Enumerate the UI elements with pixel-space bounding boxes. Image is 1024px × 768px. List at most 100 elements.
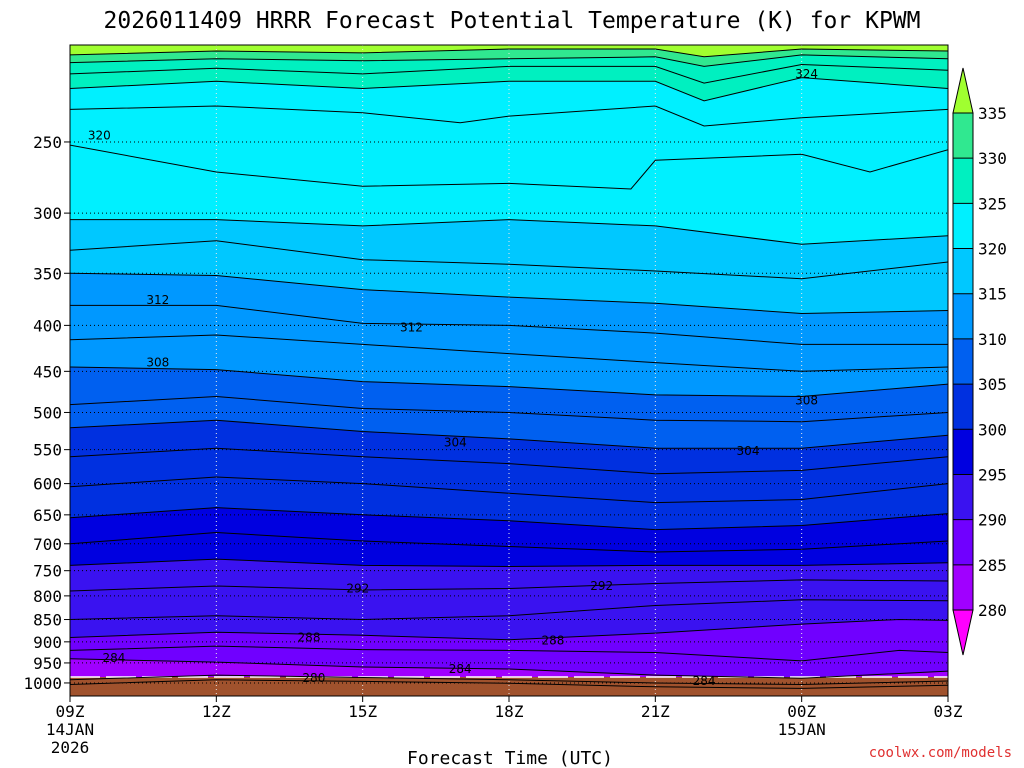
y-tick-label-900: 900: [33, 633, 62, 652]
y-tick-label-600: 600: [33, 475, 62, 494]
colorbar-seg-320: [953, 203, 973, 249]
band-304: [70, 420, 948, 474]
isentrope-310: [70, 334, 948, 372]
x-tick-label-09Z: 09Z: [56, 702, 85, 721]
contour-label-324-0: 324: [795, 67, 818, 81]
colorbar-label-285: 285: [978, 556, 1007, 575]
band-314: [70, 273, 948, 345]
colorbar-label-315: 315: [978, 285, 1007, 304]
contour-labels: 324 320 312 312 308 308 304 304 292 292 288 288 284 2…: [88, 67, 818, 688]
colorbar-seg-285: [953, 519, 973, 565]
colorbar-label-320: 320: [978, 240, 1007, 259]
colorbar-label-305: 305: [978, 375, 1007, 394]
contour-label-292-9: 292: [590, 579, 613, 593]
isentrope-320: [70, 144, 948, 190]
isentrope-284: [70, 658, 948, 679]
y-tick-label-500: 500: [33, 403, 62, 422]
y-tick-label-1000: 1000: [23, 674, 62, 693]
y-tick-label-300: 300: [33, 204, 62, 223]
isentrope-318: [70, 219, 948, 245]
band-292: [70, 579, 948, 620]
contour-lines: [70, 48, 948, 689]
colorbar-label-295: 295: [978, 465, 1007, 484]
contour-label-308-5: 308: [795, 394, 818, 408]
isentrope-280: [70, 679, 948, 689]
y-tick-label-650: 650: [33, 506, 62, 525]
y-tick-label-450: 450: [33, 362, 62, 381]
contour-label-312-3: 312: [400, 320, 423, 334]
y-axis: 250 300 350 400 450 500 550 600 650 700 750 800 850 9…: [23, 133, 70, 693]
colorbar-seg-305: [953, 338, 973, 385]
contour-label-292-8: 292: [346, 581, 369, 595]
colorbar-seg-280: [953, 564, 973, 610]
ground: [70, 677, 948, 696]
isentrope-298: [70, 507, 948, 531]
isentrope-296: [70, 531, 948, 553]
band-322: [70, 106, 948, 189]
y-tick-label-750: 750: [33, 562, 62, 581]
x-tick-label-18Z: 18Z: [495, 702, 524, 721]
isentrope-312: [70, 304, 948, 345]
contour-label-304-6: 304: [444, 435, 467, 449]
contour-label-284-12: 284: [102, 651, 125, 665]
credit-link[interactable]: coolwx.com/models: [869, 745, 1012, 761]
y-tick-label-700: 700: [33, 535, 62, 554]
colorbar-label-280: 280: [978, 601, 1007, 620]
isentrope-304: [70, 419, 948, 449]
colorbar-label-310: 310: [978, 330, 1007, 349]
y-tick-label-550: 550: [33, 441, 62, 460]
grid-lines: [70, 45, 948, 696]
isentrope-314: [70, 272, 948, 315]
isentrope-308: [70, 366, 948, 398]
contour-label-288-11: 288: [541, 634, 564, 648]
contour-label-280-15: 280: [302, 671, 325, 685]
isentrope-306: [70, 395, 948, 423]
y-tick-label-350: 350: [33, 264, 62, 283]
colorbar-label-325: 325: [978, 194, 1007, 213]
chart-title: 2026011409 HRRR Forecast Potential Tempe…: [104, 8, 921, 34]
y-tick-label-950: 950: [33, 654, 62, 673]
x-tick-label-03Z: 03Z: [934, 702, 963, 721]
band-302: [70, 448, 948, 503]
isentrope-302: [70, 447, 948, 475]
colorbar-label-335: 335: [978, 104, 1007, 123]
band-328: [70, 54, 948, 84]
y-tick-label-850: 850: [33, 611, 62, 630]
isentrope-300: [70, 476, 948, 504]
isentrope-292: [70, 579, 948, 592]
y-tick-label-250: 250: [33, 133, 62, 152]
colorbar-seg-295: [953, 429, 973, 475]
isentrope-328: [70, 54, 948, 67]
isentrope-330: [70, 48, 948, 58]
isentrope-290: [70, 599, 948, 621]
x-axis-label: Forecast Time (UTC): [407, 748, 613, 768]
colorbar-seg-300: [953, 384, 973, 430]
band-308: [70, 367, 948, 422]
x-tick-label-21Z: 21Z: [641, 702, 670, 721]
x-tick-label-15Z: 15Z: [348, 702, 377, 721]
colorbar-seg-330: [953, 113, 973, 159]
colorbar-seg-310: [953, 293, 973, 339]
isentrope-282: [70, 674, 948, 686]
contour-label-320-1: 320: [88, 129, 111, 143]
colorbar-seg-290: [953, 474, 973, 520]
band-312: [70, 305, 948, 372]
x-tick-date-00Z: 15JAN: [778, 720, 826, 739]
y-tick-label-400: 400: [33, 316, 62, 335]
isentrope-324: [70, 77, 948, 102]
colorbar-over: [952, 67, 974, 114]
isentrope-288: [70, 618, 948, 641]
band-top: [70, 45, 948, 57]
x-tick-label-12Z: 12Z: [202, 702, 231, 721]
band-326: [70, 64, 948, 101]
x-tick-year-09Z: 2026: [51, 738, 90, 757]
contour-label-304-7: 304: [737, 444, 760, 458]
isentrope-316: [70, 240, 948, 280]
contour-label-284-13: 284: [449, 662, 472, 676]
contour-label-284-14: 284: [693, 674, 716, 688]
colorbar-under: [952, 609, 974, 656]
isentrope-326: [70, 63, 948, 84]
band-320: [70, 145, 948, 245]
